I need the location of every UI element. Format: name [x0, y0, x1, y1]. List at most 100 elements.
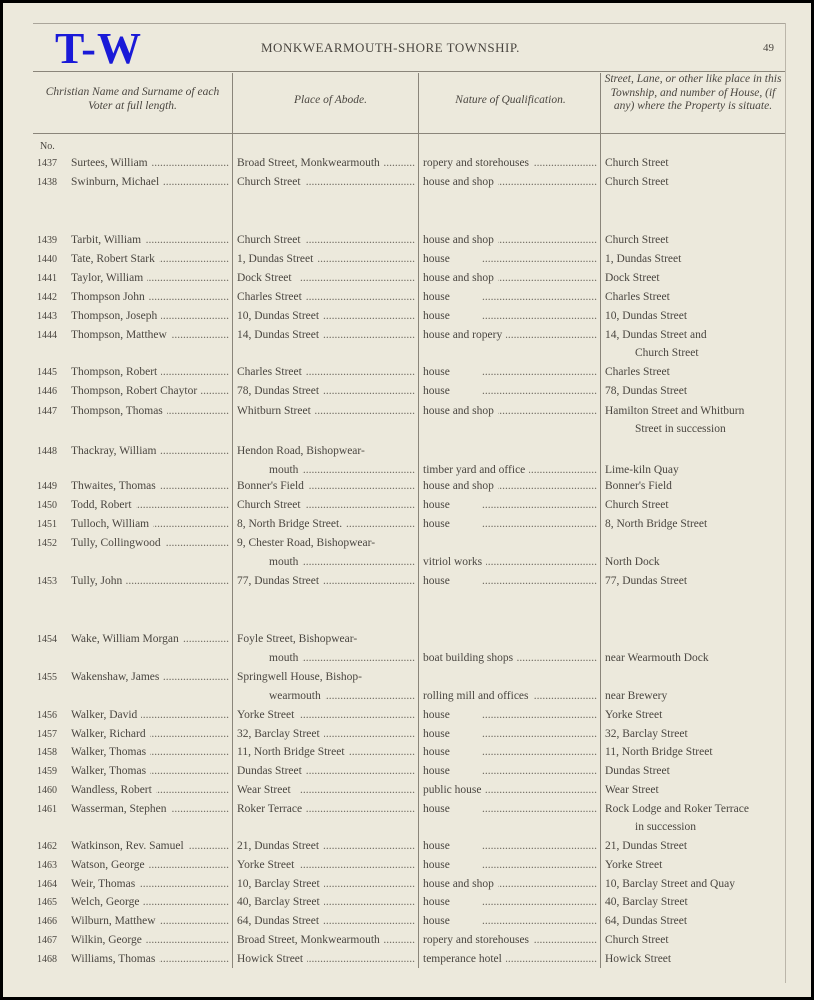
place-of-abode: Dundas Street: [237, 765, 302, 777]
voter-name: Thompson John: [71, 291, 145, 303]
dot-leader: ........................................: [126, 575, 229, 587]
qualification: house: [423, 575, 450, 587]
dot-leader: ........................................: [308, 480, 415, 492]
property-street: Wear Street: [605, 784, 659, 796]
voter-name: Wandless, Robert: [71, 784, 152, 796]
place-of-abode: 78, Dundas Street: [237, 385, 320, 397]
dot-leader: ........................................: [167, 405, 229, 417]
dot-leader: ........................................: [384, 934, 415, 946]
voter-name: Welch, George: [71, 896, 140, 908]
property-street: Dock Street: [605, 272, 660, 284]
voter-number: 1466: [37, 916, 57, 927]
dot-leader: ........................................: [139, 878, 229, 890]
voter-name: Watkinson, Rev. Samuel: [71, 840, 184, 852]
voter-number: 1461: [37, 804, 57, 815]
qualification: house and shop: [423, 405, 494, 417]
property-street: Church Street: [605, 499, 669, 511]
dot-leader: ........................................: [529, 464, 597, 476]
place-of-abode: Dock Street: [237, 272, 292, 284]
dot-leader: ........................................: [384, 157, 415, 169]
voter-name: Wilkin, George: [71, 934, 142, 946]
dot-leader: ........................................: [149, 291, 229, 303]
place-of-abode: 14, Dundas Street: [237, 329, 320, 341]
dot-leader: ........................................: [171, 329, 229, 341]
qualification: house and shop: [423, 878, 494, 890]
qualification: ropery and storehouses: [423, 157, 530, 169]
page-number: 49: [763, 42, 774, 54]
dot-leader: ........................................: [305, 499, 415, 511]
qualification: house and shop: [423, 272, 494, 284]
voter-number: 1459: [37, 766, 57, 777]
place-of-abode: 9, Chester Road, Bishopwear-: [237, 537, 376, 549]
property-street: Rock Lodge and Roker Terrace: [605, 803, 749, 815]
qualification: house: [423, 859, 450, 871]
property-street: near Wearmouth Dock: [605, 652, 709, 664]
place-of-abode: Foyle Street, Bishopwear-: [237, 633, 358, 645]
property-street: near Brewery: [605, 690, 668, 702]
dot-leader: ........................................: [498, 176, 597, 188]
dot-leader: ........................................: [153, 518, 229, 530]
place-of-abode: 10, Dundas Street: [237, 310, 320, 322]
property-street: 8, North Bridge Street: [605, 518, 708, 530]
qualification: house: [423, 366, 450, 378]
dot-leader: ........................................: [305, 176, 415, 188]
property-street: Bonner's Field: [605, 480, 672, 492]
property-street: 77, Dundas Street: [605, 575, 688, 587]
voter-name: Tully, Collingwood: [71, 537, 161, 549]
dot-leader: ........................................: [533, 934, 597, 946]
place-of-abode: 1, Dundas Street: [237, 253, 314, 265]
qualification: house: [423, 385, 450, 397]
dot-leader: ........................................: [482, 803, 597, 815]
voter-name: Thompson, Robert Chaytor: [71, 385, 198, 397]
place-of-abode: Church Street: [237, 499, 301, 511]
dot-leader: ........................................: [533, 690, 597, 702]
place-of-abode: Church Street: [237, 176, 301, 188]
voter-name: Thompson, Thomas: [71, 405, 163, 417]
dot-leader: ........................................: [150, 728, 229, 740]
dot-leader: ........................................: [346, 518, 415, 530]
place-of-abode: Yorke Street: [237, 859, 295, 871]
qualification: house: [423, 291, 450, 303]
voter-name: Tarbit, William: [71, 234, 142, 246]
dot-leader: ........................................: [349, 746, 415, 758]
dot-leader: ........................................: [323, 385, 415, 397]
dot-leader: ........................................: [506, 953, 597, 965]
voter-number: 1458: [37, 747, 57, 758]
dot-leader: ........................................: [482, 385, 597, 397]
voter-number: 1456: [37, 710, 57, 721]
voter-name: Wilburn, Matthew: [71, 915, 156, 927]
qualification: house: [423, 499, 450, 511]
place-of-abode: Charles Street: [237, 291, 302, 303]
top-rule: [33, 23, 785, 24]
property-street: 21, Dundas Street: [605, 840, 688, 852]
dot-leader: ........................................: [482, 746, 597, 758]
dot-leader: ........................................: [482, 728, 597, 740]
voter-number: 1450: [37, 500, 57, 511]
qualification: house and shop: [423, 176, 494, 188]
dot-leader: ........................................: [498, 405, 597, 417]
voter-number: 1451: [37, 519, 57, 530]
dot-leader: ........................................: [482, 366, 597, 378]
qualification: house: [423, 896, 450, 908]
qualification: house and shop: [423, 234, 494, 246]
place-of-abode: Roker Terrace: [237, 803, 303, 815]
dot-leader: ........................................: [150, 746, 229, 758]
voter-number: 1445: [37, 367, 57, 378]
voter-number: 1468: [37, 954, 57, 965]
dot-leader: ........................................: [302, 652, 415, 664]
column-divider: [600, 73, 601, 968]
tw-badge: T-W: [55, 24, 142, 73]
dot-leader: ........................................: [482, 310, 597, 322]
dot-leader: ........................................: [143, 896, 229, 908]
dot-leader: ........................................: [324, 896, 415, 908]
property-street: 10, Dundas Street: [605, 310, 688, 322]
qualification: house: [423, 253, 450, 265]
voter-name: Wake, William Morgan: [71, 633, 179, 645]
dot-leader: ........................................: [517, 652, 597, 664]
dot-leader: ........................................: [482, 291, 597, 303]
dot-leader: ........................................: [136, 499, 229, 511]
place-of-abode: Whitburn Street: [237, 405, 311, 417]
property-street: 14, Dundas Street and: [605, 329, 707, 341]
dot-leader: ........................................: [485, 784, 597, 796]
dot-leader: ........................................: [201, 385, 229, 397]
